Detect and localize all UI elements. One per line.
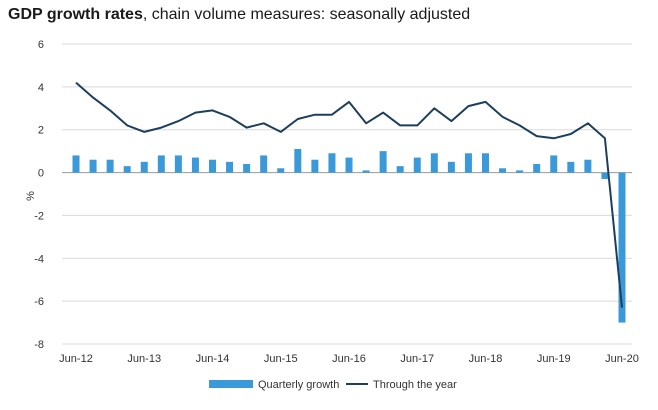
bar-quarterly-growth — [379, 151, 387, 173]
chart-title: GDP growth rates, chain volume measures:… — [8, 6, 470, 24]
bar-quarterly-growth — [396, 166, 404, 173]
bar-quarterly-growth — [618, 172, 626, 323]
legend-label-quarterly-growth: Quarterly growth — [258, 379, 339, 391]
bar-quarterly-growth — [482, 153, 489, 173]
bar-quarterly-growth — [447, 161, 455, 173]
x-tick-label: Jun-19 — [537, 353, 571, 365]
gridlines — [62, 43, 632, 345]
y-tick-label: -2 — [34, 210, 44, 222]
x-tick-label: Jun-20 — [605, 353, 639, 365]
bar-quarterly-growth — [430, 153, 438, 173]
line-through-the-year — [75, 81, 623, 308]
bar-quarterly-growth — [362, 170, 370, 173]
legend-label-through-the-year: Through the year — [373, 379, 457, 391]
y-tick-label: -4 — [34, 253, 44, 265]
y-tick-label: -8 — [34, 339, 44, 351]
bar-quarterly-growth — [567, 161, 575, 173]
y-tick-label: 0 — [38, 168, 44, 180]
bar-quarterly-growth — [260, 155, 268, 173]
bar-quarterly-growth — [328, 153, 336, 173]
x-tick-label: Jun-16 — [332, 353, 366, 365]
bar-quarterly-growth — [516, 170, 524, 173]
legend-swatch-quarterly-growth — [209, 380, 253, 388]
bar-quarterly-growth — [550, 155, 558, 173]
bar-quarterly-growth — [140, 161, 148, 173]
bar-quarterly-growth — [89, 159, 97, 173]
bar-quarterly-growth — [243, 164, 251, 173]
bar-quarterly-growth — [294, 149, 302, 173]
y-axis-ticks: 6 4 2 0 -2 -4 -6 -8 — [34, 39, 44, 351]
bar-quarterly-growth — [72, 155, 80, 173]
bar-quarterly-growth — [601, 172, 609, 179]
y-axis-label: % — [25, 191, 37, 201]
bar-quarterly-growth — [174, 155, 182, 173]
bar-quarterly-growth — [533, 164, 541, 173]
through-the-year-line-group — [75, 81, 623, 308]
bar-quarterly-growth — [157, 155, 165, 173]
bar-quarterly-growth — [209, 159, 216, 173]
bar-quarterly-growth — [413, 157, 421, 173]
bar-quarterly-growth — [464, 153, 472, 173]
bar-quarterly-growth — [106, 159, 114, 173]
x-axis-ticks: Jun-12 Jun-13 Jun-14 Jun-15 Jun-16 Jun-17 Jun-… — [59, 353, 639, 365]
bar-quarterly-growth — [123, 166, 131, 173]
x-tick-label: Jun-13 — [127, 353, 161, 365]
bar-quarterly-growth — [191, 157, 199, 173]
x-tick-label: Jun-17 — [400, 353, 434, 365]
bar-quarterly-growth — [277, 168, 285, 173]
x-tick-label: Jun-15 — [264, 353, 298, 365]
y-tick-label: 6 — [38, 39, 44, 51]
bar-quarterly-growth — [311, 159, 319, 173]
y-tick-label: -6 — [34, 296, 44, 308]
quarterly-growth-bars — [72, 149, 626, 323]
legend[interactable]: Quarterly growth Through the year — [209, 379, 457, 391]
bar-quarterly-growth — [499, 168, 507, 173]
chart-title-rest: , chain volume measures: seasonally adju… — [142, 6, 471, 23]
bar-quarterly-growth — [345, 157, 353, 173]
x-tick-label: Jun-18 — [469, 353, 503, 365]
y-tick-label: 2 — [38, 125, 44, 137]
chart-title-bold: GDP growth rates — [8, 6, 143, 23]
x-tick-label: Jun-14 — [196, 353, 230, 365]
bar-quarterly-growth — [226, 161, 234, 173]
bar-quarterly-growth — [584, 159, 592, 173]
y-tick-label: 4 — [38, 82, 44, 94]
x-tick-label: Jun-12 — [59, 353, 93, 365]
